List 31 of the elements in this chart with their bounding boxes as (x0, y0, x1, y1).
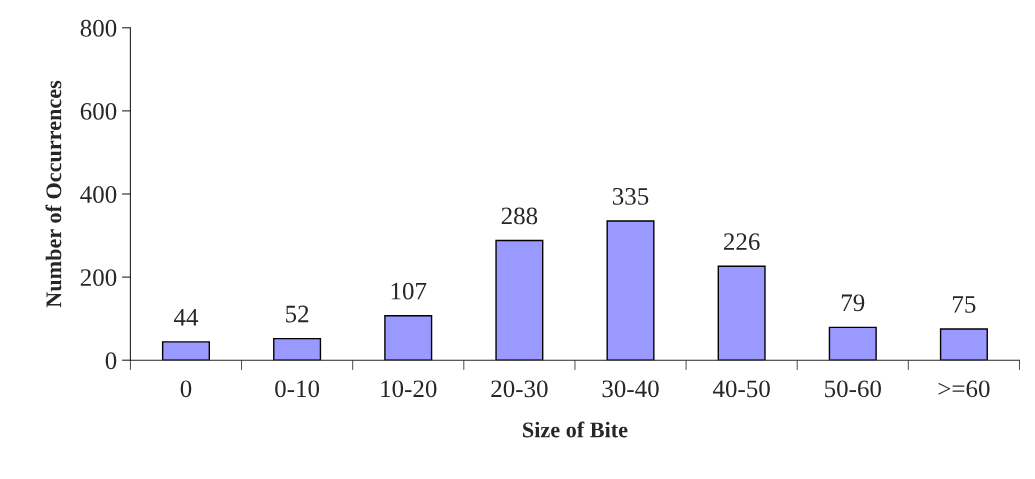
y-tick-label: 600 (80, 102, 117, 120)
x-tick-label: >=60 (938, 380, 990, 398)
x-tick-label: 50-60 (825, 380, 881, 398)
bar (273, 337, 322, 361)
bar (939, 328, 988, 361)
y-tick-label: 800 (80, 19, 117, 37)
data-label: 226 (723, 233, 760, 251)
y-tick-label: 0 (105, 352, 117, 370)
x-tick-label: 10-20 (381, 380, 437, 398)
data-label: 288 (501, 207, 538, 225)
data-label: 75 (953, 296, 976, 313)
y-tick-label: 400 (80, 186, 117, 203)
x-tick-label: 0-10 (275, 380, 320, 398)
x-tick-label: 30-40 (602, 380, 659, 398)
data-label: 79 (841, 294, 865, 312)
bar (717, 265, 766, 361)
x-tick-label: 0 (180, 380, 192, 398)
bar (384, 315, 433, 361)
data-label: 44 (173, 309, 199, 326)
y-tick-label: 200 (80, 269, 117, 287)
x-tick-label: 40-50 (712, 380, 770, 398)
bar (495, 239, 544, 361)
data-label: 107 (391, 282, 427, 300)
x-tick-label: 20-30 (491, 380, 548, 398)
bar (161, 341, 211, 361)
y-axis-title: Number of Occurrences (45, 80, 62, 308)
bar (606, 220, 655, 361)
data-label: 52 (286, 305, 309, 323)
x-axis-title: Size of Bite (523, 421, 628, 438)
bar (828, 326, 877, 361)
data-label: 335 (612, 188, 649, 205)
